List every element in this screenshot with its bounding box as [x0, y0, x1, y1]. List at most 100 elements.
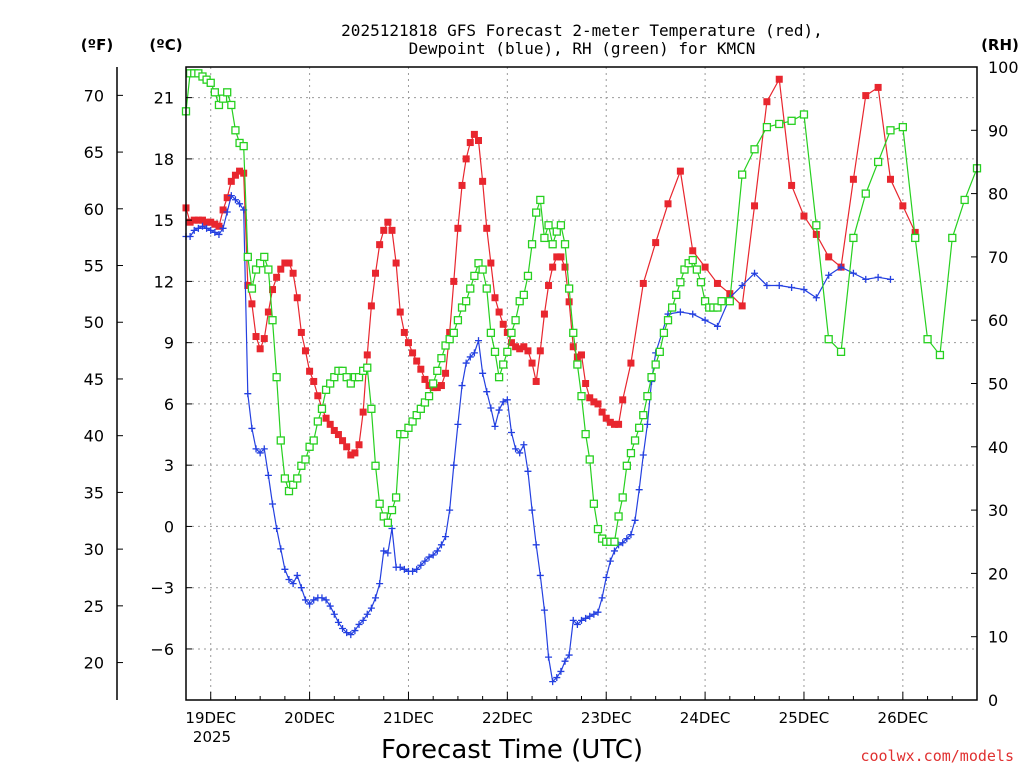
rh-point: [663, 316, 673, 325]
dewpoint-point: [602, 573, 610, 581]
dewpoint-point: [545, 653, 553, 661]
dewpoint-point: [285, 576, 293, 584]
temperature-point: [627, 359, 635, 367]
temperature-point: [610, 420, 618, 428]
rh-point: [499, 360, 508, 369]
celsius-tick-label: 0: [164, 517, 174, 536]
dewpoint-point: [775, 281, 783, 289]
dewpoint-point: [516, 449, 524, 457]
temperature-point: [495, 308, 503, 316]
dewpoint-point: [236, 200, 244, 208]
rh-point: [911, 233, 920, 243]
dewpoint-point: [223, 208, 231, 216]
rh-point: [449, 328, 458, 338]
rh-point: [301, 455, 310, 464]
x-tick-label: 21DEC: [383, 709, 434, 727]
temperature-point: [726, 290, 734, 298]
temperature-point: [269, 286, 277, 294]
temperature-point: [619, 396, 627, 404]
temperature-point: [301, 347, 309, 355]
dewpoint-point: [269, 500, 277, 508]
temperature-point: [273, 273, 281, 281]
credit-link[interactable]: coolwx.com/models: [860, 747, 1014, 765]
dewpoint-point: [396, 563, 404, 571]
rh-point: [363, 363, 372, 372]
rh-point: [243, 252, 252, 262]
dewpoint-point: [639, 451, 647, 459]
rh-point: [490, 347, 500, 357]
rh-point: [787, 116, 796, 125]
temperature-point: [849, 175, 857, 183]
rh-tick-label: 60: [988, 311, 1008, 330]
dewpoint-point: [367, 604, 375, 612]
rh-point: [923, 335, 932, 344]
rh-tick-label: 20: [988, 564, 1008, 583]
series-relative-humidity: [181, 69, 982, 546]
temperature-point: [886, 175, 894, 183]
dewpoint-point: [355, 620, 363, 628]
rh-tick-label: 100: [988, 58, 1019, 77]
dewpoint-point: [800, 286, 808, 294]
temperature-point: [223, 194, 231, 202]
temperature-point: [388, 226, 396, 234]
rh-point: [639, 410, 648, 420]
rh-point: [676, 278, 685, 287]
rh-point: [610, 537, 619, 546]
temperature-point: [565, 298, 573, 306]
dewpoint-point: [297, 584, 305, 592]
fahrenheit-tick-label: 25: [84, 597, 104, 616]
dewpoint-point: [812, 294, 820, 302]
rh-point: [799, 110, 809, 119]
celsius-tick-label: 3: [164, 456, 174, 475]
temperature-point: [689, 247, 697, 255]
temperature-point: [306, 367, 314, 375]
rh-point: [466, 284, 475, 293]
dewpoint-point: [417, 561, 425, 569]
rh-point: [478, 265, 487, 274]
temperature-point: [372, 269, 380, 277]
rh-point: [239, 141, 248, 151]
temperature-point: [573, 353, 581, 361]
rh-point: [569, 328, 578, 338]
fahrenheit-tick-label: 35: [84, 483, 104, 502]
rh-point: [532, 208, 541, 217]
rh-point: [523, 271, 533, 281]
temperature-point: [392, 259, 400, 267]
rh-point: [635, 423, 644, 432]
temperature-point: [540, 310, 548, 318]
dewpoint-point: [359, 616, 367, 624]
rh-point: [886, 126, 895, 135]
dewpoint-point: [194, 224, 202, 232]
dewpoint-point: [227, 192, 235, 200]
dewpoint-point: [413, 565, 421, 573]
dewpoint-point: [400, 565, 408, 573]
rh-point: [626, 448, 636, 458]
temperature-point: [215, 222, 223, 230]
series-layer: [181, 69, 982, 686]
dewpoint-point: [631, 516, 639, 524]
dewpoint-point: [339, 625, 347, 633]
rh-point: [461, 297, 471, 306]
rh-point: [688, 255, 697, 265]
dewpoint-point: [676, 308, 684, 316]
temperature-point: [384, 218, 392, 226]
temperature-point: [582, 380, 590, 387]
rh-point: [317, 404, 327, 413]
grid-lines: [186, 67, 977, 700]
temperature-point: [314, 392, 322, 400]
temperature-point: [310, 377, 318, 385]
dewpoint-point: [186, 232, 194, 240]
temperature-point: [475, 137, 483, 145]
temperature-point: [211, 220, 219, 228]
temperature-point: [520, 343, 528, 351]
temperature-point: [194, 216, 202, 224]
rh-point: [577, 392, 586, 401]
temperature-point: [285, 259, 293, 267]
rh-point: [812, 221, 821, 230]
rh-tick-label: 10: [988, 628, 1008, 647]
rh-point: [264, 265, 273, 274]
temperature-point: [713, 279, 721, 287]
rh-point: [618, 493, 627, 502]
rh-point: [738, 170, 747, 179]
dewpoint-point: [322, 596, 330, 604]
